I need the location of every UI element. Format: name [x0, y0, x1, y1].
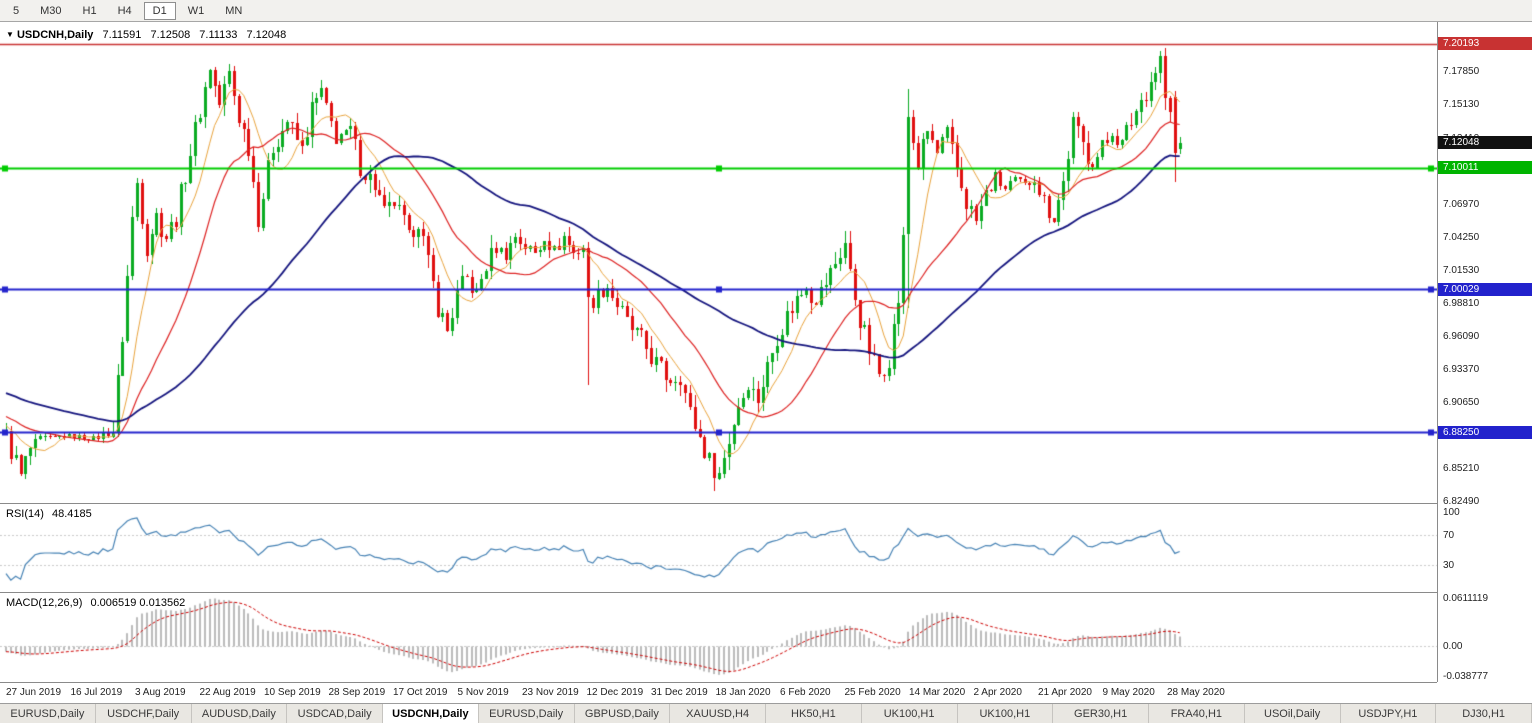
date-label: 31 Dec 2019 [651, 687, 708, 698]
date-label: 5 Nov 2019 [457, 687, 509, 698]
price-scale-label: 6.98810 [1443, 297, 1480, 309]
chart-tab[interactable]: EURUSD,Daily [479, 704, 575, 723]
macd-indicator-label: MACD(12,26,9) 0.006519 0.013562 [6, 597, 185, 609]
date-label: 14 Mar 2020 [909, 687, 966, 698]
chart-tab[interactable]: AUDUSD,Daily [192, 704, 288, 723]
date-label: 28 Sep 2019 [328, 687, 386, 698]
chart-menu-icon[interactable]: ▼ [6, 30, 14, 39]
resistance-line-price-badge: 7.20193 [1438, 37, 1532, 51]
rsi-scale-label: 100 [1443, 507, 1460, 518]
price-scale-label: 6.96090 [1443, 330, 1480, 342]
price-chart-canvas[interactable] [0, 22, 1437, 503]
chart-tab[interactable]: USDCHF,Daily [96, 704, 192, 723]
date-label: 25 Feb 2020 [844, 687, 901, 698]
date-label: 18 Jan 2020 [715, 687, 771, 698]
chart-tab[interactable]: UK100,H1 [862, 704, 958, 723]
bar-open-value: 7.11591 [102, 29, 142, 41]
date-label: 22 Aug 2019 [199, 687, 256, 698]
bar-high-value: 7.12508 [150, 29, 191, 41]
macd-scale-label: 0.0611119 [1443, 593, 1489, 604]
rsi-indicator-label: RSI(14) 48.4185 [6, 508, 92, 520]
timeframe-toolbar: 5 M30 H1 H4 D1 W1 MN [0, 0, 1532, 22]
macd-current-values: 0.006519 0.013562 [90, 597, 186, 609]
date-label: 9 May 2020 [1102, 687, 1155, 698]
chart-tab[interactable]: HK50,H1 [766, 704, 862, 723]
support-line-price-badge: 7.10011 [1438, 161, 1532, 175]
chart-symbol-title: ▼ USDCNH,Daily 7.11591 7.12508 7.11133 7… [6, 29, 286, 41]
price-scale-label: 7.15130 [1443, 99, 1480, 111]
price-scale-label: 7.17850 [1443, 66, 1480, 78]
chart-tab[interactable]: USDCNH,Daily [383, 704, 479, 723]
timeframe-button-M30[interactable]: M30 [40, 4, 62, 17]
date-label: 16 Jul 2019 [70, 687, 123, 698]
price-scale-label: 6.90650 [1443, 396, 1480, 408]
rsi-panel-canvas[interactable] [0, 504, 1437, 592]
macd-scale-label: -0.038777 [1443, 671, 1489, 682]
chart-tab[interactable]: XAUUSD,H4 [670, 704, 766, 723]
date-label: 12 Dec 2019 [586, 687, 644, 698]
time-axis[interactable]: 27 Jun 2019 16 Jul 2019 3 Aug 2019 22 Aug 2… [0, 682, 1437, 703]
date-label: 28 May 2020 [1167, 687, 1225, 698]
panel-separator[interactable] [0, 592, 1437, 593]
chart-tab[interactable]: GER30,H1 [1053, 704, 1149, 723]
date-label: 21 Apr 2020 [1038, 687, 1092, 698]
bar-close-value: 7.12048 [246, 29, 287, 41]
chart-tab[interactable]: GBPUSD,Daily [575, 704, 671, 723]
rsi-current-value: 48.4185 [51, 508, 92, 520]
chart-tab[interactable]: USDJPY,H1 [1341, 704, 1437, 723]
date-label: 3 Aug 2019 [135, 687, 186, 698]
chart-tab[interactable]: DJ30,H1 [1436, 704, 1532, 723]
timeframe-button-H4[interactable]: H4 [117, 4, 132, 17]
date-label: 23 Nov 2019 [522, 687, 579, 698]
price-axis[interactable]: 7.178507.151307.124107.096907.069707.042… [1437, 22, 1532, 682]
macd-name: MACD(12,26,9) [6, 597, 83, 609]
timeframe-button-D1[interactable]: D1 [143, 1, 176, 20]
symbol-name: USDCNH,Daily [16, 29, 94, 41]
price-scale-label: 7.06970 [1443, 198, 1480, 210]
date-label: 27 Jun 2019 [6, 687, 62, 698]
rsi-name: RSI(14) [6, 508, 44, 520]
bar-low-value: 7.11133 [199, 29, 238, 41]
chart-tab[interactable]: UK100,H1 [958, 704, 1054, 723]
timeframe-button-H1[interactable]: H1 [82, 4, 97, 17]
current-price-price-badge: 7.12048 [1438, 136, 1532, 150]
chart-tab[interactable]: FRA40,H1 [1149, 704, 1245, 723]
chart-tab[interactable]: USOil,Daily [1245, 704, 1341, 723]
timeframe-button-MN[interactable]: MN [225, 4, 243, 17]
chart-tab[interactable]: EURUSD,Daily [0, 704, 96, 723]
timeframe-button-5[interactable]: 5 [13, 4, 20, 17]
panel-separator[interactable] [0, 503, 1437, 504]
macd-panel-canvas[interactable] [0, 593, 1437, 682]
price-scale-label: 6.82490 [1443, 496, 1480, 508]
chart-tabs-bar: EURUSD,Daily USDCHF,Daily AUDUSD,Daily USDC… [0, 703, 1532, 723]
rsi-scale-label: 70 [1443, 529, 1455, 541]
date-label: 10 Sep 2019 [264, 687, 321, 698]
price-scale-label: 7.04250 [1443, 231, 1480, 243]
chart-tab[interactable]: USDCAD,Daily [287, 704, 383, 723]
date-label: 17 Oct 2019 [393, 687, 448, 698]
price-scale-label: 7.01530 [1443, 264, 1480, 276]
price-scale-label: 6.93370 [1443, 363, 1480, 375]
price-scale-label: 6.85210 [1443, 463, 1480, 475]
date-label: 6 Feb 2020 [780, 687, 831, 698]
horizontal-line-price-badge: 7.00029 [1438, 282, 1532, 296]
timeframe-button-W1[interactable]: W1 [187, 4, 205, 17]
date-label: 2 Apr 2020 [973, 687, 1022, 698]
horizontal-line-price-badge: 6.88250 [1438, 425, 1532, 439]
rsi-scale-label: 30 [1443, 559, 1455, 571]
macd-scale-label: 0.00 [1443, 640, 1463, 652]
